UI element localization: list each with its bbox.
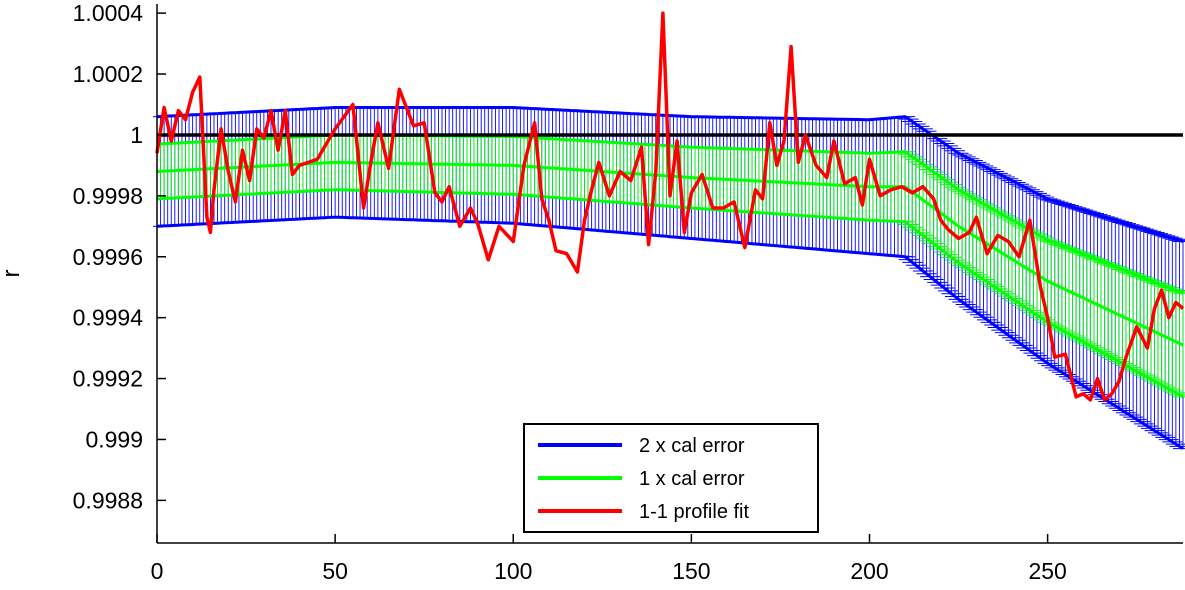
y-tick-label: 0.9996 [73, 244, 143, 270]
y-tick-label: 1.0002 [73, 61, 143, 87]
legend-label: 2 x cal error [639, 435, 745, 457]
x-tick-label: 200 [850, 558, 888, 584]
legend-label: 1-1 profile fit [639, 501, 749, 523]
x-tick-label: 50 [322, 558, 348, 584]
band-lower-edge [156, 188, 1184, 399]
y-tick-label: 1 [130, 122, 143, 148]
band-1x-cal-error [156, 133, 1185, 399]
legend: 2 x cal error 1 x cal error 1-1 profile fi… [523, 423, 819, 533]
legend-label: 1 x cal error [639, 468, 745, 490]
x-tick-label: 100 [494, 558, 532, 584]
y-tick-label: 0.9992 [73, 366, 143, 392]
x-axis-ticks: 0 50 100 150 200 250 [151, 534, 1067, 584]
x-tick-label: 150 [672, 558, 710, 584]
y-tick-label: 0.9988 [73, 487, 143, 513]
x-tick-label: 250 [1028, 558, 1066, 584]
y-tick-label: 0.999 [85, 426, 143, 452]
x-tick-label: 0 [151, 558, 164, 584]
series-line-profile-fit [155, 11, 1185, 402]
band-upper-edge [156, 106, 1184, 243]
series-layer [155, 11, 1185, 402]
band-lower-edge [156, 215, 1184, 450]
y-tick-label: 1.0004 [73, 0, 144, 26]
y-tick-label: 0.9998 [73, 183, 143, 209]
y-tick-label: 0.9994 [73, 305, 144, 331]
y-axis-ticks: 0.9988 0.999 0.9992 0.9994 0.9996 0.9998 1 1.00… [73, 0, 166, 513]
y-axis-label: r [0, 270, 25, 278]
